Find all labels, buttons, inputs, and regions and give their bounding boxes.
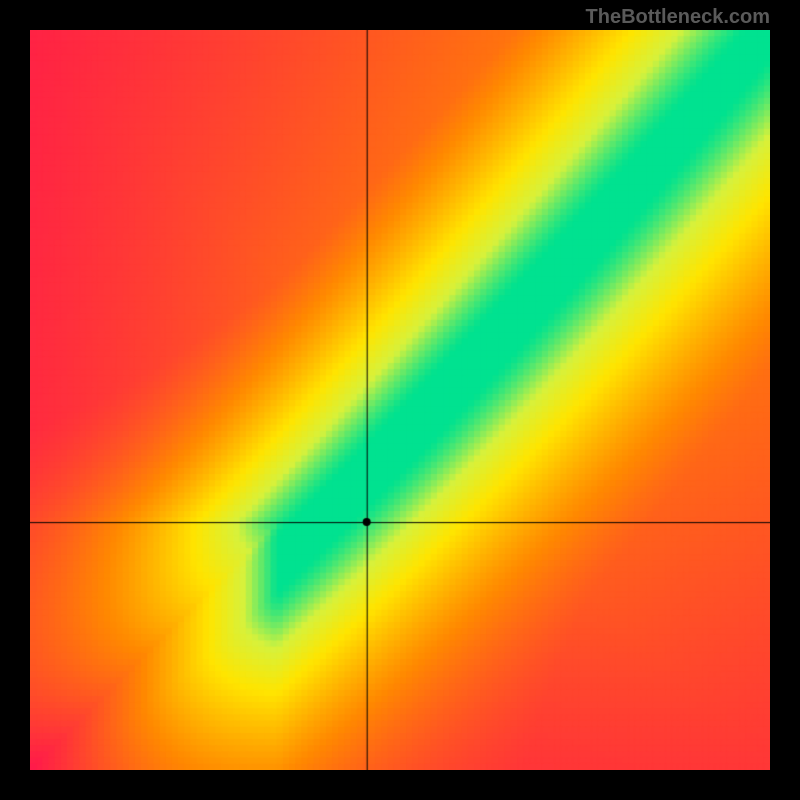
chart-container: TheBottleneck.com [0,0,800,800]
heatmap-canvas [30,30,770,770]
heatmap-plot [30,30,770,770]
watermark-text: TheBottleneck.com [586,6,770,29]
